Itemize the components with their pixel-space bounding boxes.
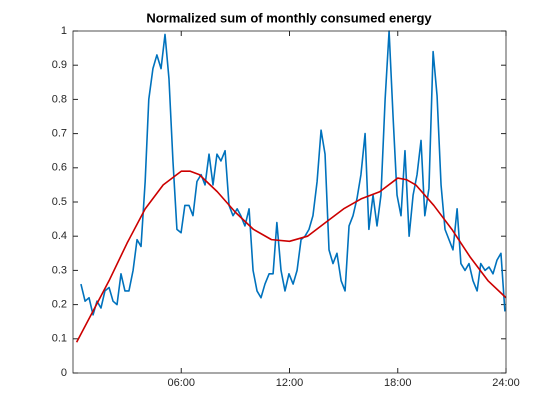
- x-tick-label: 18:00: [384, 377, 412, 389]
- data-line: [80, 30, 506, 316]
- y-tick-label: 0.9: [52, 59, 67, 71]
- y-tick-label: 0.1: [52, 333, 67, 345]
- y-tick-label: 0.6: [52, 162, 67, 174]
- x-tick-label: 24:00: [492, 377, 520, 389]
- axes-box: [72, 30, 507, 374]
- data-line: [75, 170, 507, 343]
- y-tick-label: 0.3: [52, 264, 67, 276]
- y-tick-label: 0: [61, 367, 67, 379]
- x-tick-label: 12:00: [276, 377, 304, 389]
- chart-title: Normalized sum of monthly consumed energ…: [146, 10, 432, 25]
- y-tick-label: 0.2: [52, 299, 67, 311]
- y-tick-label: 1: [61, 25, 67, 37]
- y-tick-label: 0.4: [52, 230, 67, 242]
- y-tick-label: 0.8: [52, 93, 67, 105]
- plot-area: [73, 31, 506, 373]
- x-tick-label: 06:00: [167, 377, 195, 389]
- y-tick-label: 0.5: [52, 196, 67, 208]
- y-tick-label: 0.7: [52, 128, 67, 140]
